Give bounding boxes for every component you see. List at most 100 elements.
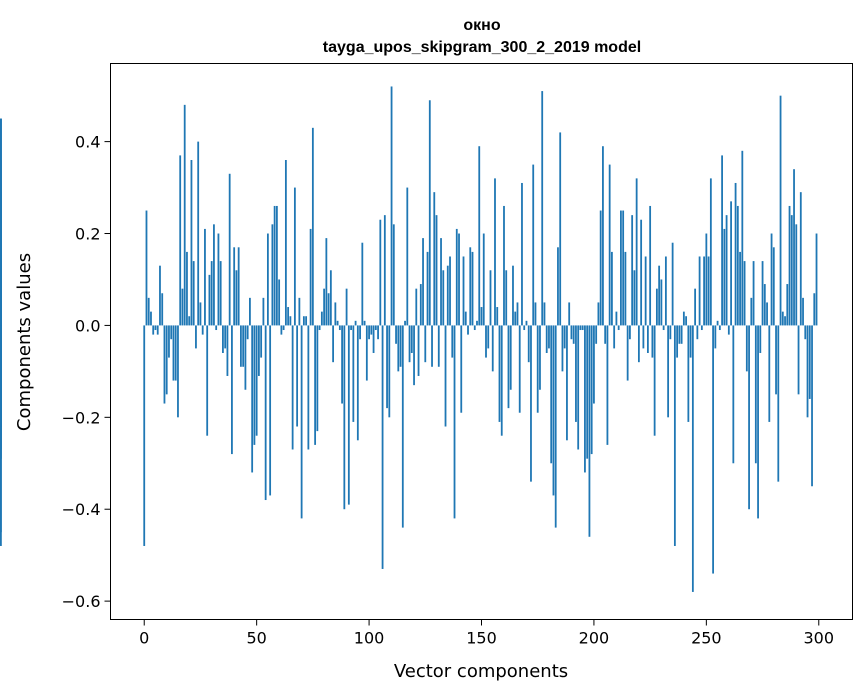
- bar: [505, 270, 508, 326]
- bar: [698, 256, 701, 326]
- bar: [631, 215, 634, 326]
- bar: [159, 265, 161, 326]
- bar: [165, 325, 168, 395]
- bar: [543, 302, 546, 326]
- bar: [678, 325, 681, 344]
- bar: [163, 325, 166, 404]
- bar: [188, 316, 191, 326]
- plot-frame: [110, 63, 853, 620]
- bar: [172, 325, 175, 381]
- bar: [806, 325, 809, 418]
- bar: [455, 228, 458, 326]
- bar: [667, 325, 670, 418]
- bar: [802, 297, 804, 326]
- bar: [649, 205, 652, 326]
- bar: [703, 256, 705, 326]
- bar: [381, 325, 384, 569]
- bar: [815, 233, 818, 326]
- bar: [473, 325, 476, 331]
- x-tick-label: 100: [354, 629, 385, 648]
- bar: [392, 224, 395, 326]
- bar: [523, 325, 526, 331]
- bar: [422, 238, 424, 326]
- bar: [197, 141, 200, 326]
- bar: [150, 311, 152, 326]
- bar: [761, 261, 764, 326]
- bar: [341, 325, 343, 404]
- bar: [615, 311, 618, 326]
- y-tick-label: 0.0: [75, 316, 100, 335]
- x-tick-label: 50: [246, 629, 266, 648]
- bar: [383, 215, 386, 326]
- bar: [168, 325, 170, 358]
- bar: [453, 325, 456, 519]
- bar: [763, 284, 766, 326]
- bar: [372, 325, 375, 353]
- bar: [597, 302, 600, 326]
- bar: [266, 233, 269, 326]
- bar: [253, 325, 256, 445]
- bar: [606, 325, 609, 445]
- bar: [177, 325, 179, 418]
- bar: [512, 265, 514, 326]
- bar: [602, 146, 604, 326]
- bar: [404, 320, 406, 326]
- bar: [161, 293, 164, 326]
- bar: [0, 118, 2, 326]
- bar: [559, 132, 562, 326]
- bar: [296, 325, 299, 427]
- bar: [572, 325, 575, 344]
- bar: [530, 325, 532, 482]
- bar: [480, 307, 483, 326]
- bar: [743, 261, 746, 326]
- bar: [487, 325, 490, 349]
- x-tick-label: 0: [139, 629, 149, 648]
- bar: [206, 325, 209, 436]
- bar: [179, 155, 182, 326]
- bar: [356, 325, 359, 441]
- y-tick-label: −0.6: [62, 592, 101, 611]
- bar: [431, 325, 433, 367]
- bar: [536, 325, 539, 413]
- bar: [476, 320, 478, 326]
- y-tick-label: 0.2: [75, 225, 100, 244]
- bar: [467, 325, 469, 335]
- bar: [768, 325, 771, 422]
- bar: [682, 311, 685, 326]
- bar: [509, 325, 512, 390]
- bar: [462, 256, 465, 326]
- y-axis-label: Components values: [14, 253, 35, 431]
- chart-title-line1: окно: [463, 17, 500, 34]
- bar: [419, 284, 422, 326]
- bar: [669, 325, 672, 340]
- bar: [147, 297, 150, 326]
- bar: [305, 316, 308, 326]
- bar: [264, 325, 267, 501]
- y-tick-label: 0.4: [75, 133, 100, 152]
- bar: [590, 325, 593, 455]
- bar: [280, 325, 283, 335]
- bar: [629, 325, 631, 340]
- bar: [777, 325, 780, 482]
- bar: [577, 325, 580, 450]
- bar: [440, 238, 442, 326]
- bar: [718, 325, 721, 331]
- bar: [516, 302, 519, 326]
- bar: [604, 325, 607, 344]
- bar: [269, 325, 272, 496]
- bar: [399, 325, 402, 367]
- x-tick-label: 250: [691, 629, 722, 648]
- bar: [685, 316, 688, 326]
- bar: [208, 274, 211, 326]
- bar: [170, 325, 173, 340]
- bar: [435, 215, 438, 326]
- bar: [316, 325, 319, 432]
- bar: [781, 311, 784, 326]
- bar: [727, 325, 730, 335]
- bar: [651, 325, 654, 358]
- bar: [579, 325, 582, 331]
- bar: [491, 325, 494, 372]
- chart-title-line2: tayga_upos_skipgram_300_2_2019 model: [323, 39, 641, 56]
- bar: [637, 325, 640, 363]
- bar: [759, 325, 762, 353]
